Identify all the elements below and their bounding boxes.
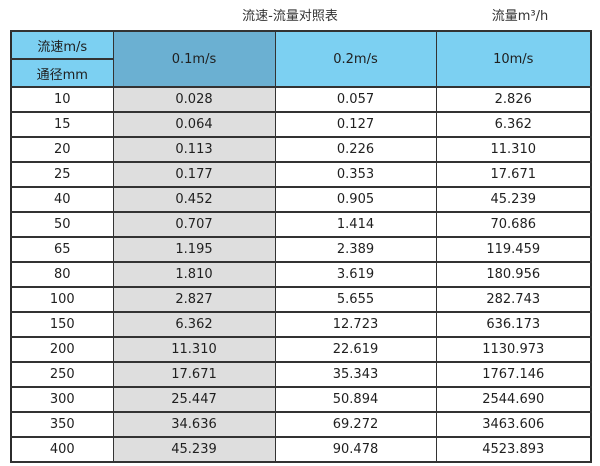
flow-value-cell: 5.655 [274, 286, 437, 313]
corner-velocity-label: 流速m/s [10, 30, 114, 60]
flow-value-cell: 22.619 [274, 336, 437, 363]
flow-value-cell: 0.353 [274, 161, 437, 188]
flow-value-cell: 2.826 [435, 86, 592, 113]
flow-value-cell: 0.064 [112, 111, 276, 138]
diameter-cell: 50 [10, 211, 114, 238]
flow-value-cell: 282.743 [435, 286, 592, 313]
diameter-cell: 65 [10, 236, 114, 263]
table-row: 200 11.310 22.619 1130.973 [10, 336, 592, 363]
flow-value-cell: 70.686 [435, 211, 592, 238]
diameter-cell: 80 [10, 261, 114, 288]
table-row: 100 2.827 5.655 282.743 [10, 286, 592, 313]
diameter-cell: 10 [10, 86, 114, 113]
diameter-cell: 250 [10, 361, 114, 388]
table-row: 350 34.636 69.272 3463.606 [10, 411, 592, 438]
flow-value-cell: 35.343 [274, 361, 437, 388]
flow-value-cell: 119.459 [435, 236, 592, 263]
flow-value-cell: 2.827 [112, 286, 276, 313]
diameter-cell: 300 [10, 386, 114, 413]
column-header-10ms: 10m/s [435, 30, 592, 88]
table-row: 65 1.195 2.389 119.459 [10, 236, 592, 263]
flow-value-cell: 45.239 [435, 186, 592, 213]
flow-value-cell: 50.894 [274, 386, 437, 413]
table-row: 300 25.447 50.894 2544.690 [10, 386, 592, 413]
header-row-bottom: 通径mm [10, 58, 591, 88]
header-row-top: 流速m/s 0.1m/s 0.2m/s 10m/s [10, 30, 592, 88]
caption-strip: 流速-流量对照表 流量m³/h [0, 0, 600, 30]
column-header-0.2ms: 0.2m/s [274, 30, 437, 88]
flow-value-cell: 1.195 [112, 236, 276, 263]
flow-value-cell: 17.671 [112, 361, 276, 388]
flow-value-cell: 69.272 [274, 411, 437, 438]
diameter-cell: 100 [10, 286, 114, 313]
table-row: 15 0.064 0.127 6.362 [10, 111, 592, 138]
table-body: 10 0.028 0.057 2.826 15 0.064 0.127 6.362 20 0.11… [10, 86, 592, 463]
table-row: 50 0.707 1.414 70.686 [10, 211, 592, 238]
flow-value-cell: 0.028 [112, 86, 276, 113]
flow-value-cell: 6.362 [435, 111, 592, 138]
table-row: 80 1.810 3.619 180.956 [10, 261, 592, 288]
flow-value-cell: 180.956 [435, 261, 592, 288]
flow-value-cell: 0.057 [274, 86, 437, 113]
diameter-cell: 40 [10, 186, 114, 213]
flow-unit-label: 流量m³/h [491, 9, 549, 24]
flow-rate-table: 流速m/s 0.1m/s 0.2m/s 10m/s 通径mm 10 0.028 0.… [10, 30, 592, 463]
table-row: 40 0.452 0.905 45.239 [10, 186, 592, 213]
flow-value-cell: 0.127 [274, 111, 437, 138]
flow-value-cell: 34.636 [112, 411, 276, 438]
flow-value-cell: 0.707 [112, 211, 276, 238]
flow-value-cell: 1.810 [112, 261, 276, 288]
flow-value-cell: 2544.690 [435, 386, 592, 413]
corner-diameter-label: 通径mm [10, 58, 114, 88]
table-header: 流速m/s 0.1m/s 0.2m/s 10m/s 通径mm [10, 30, 592, 88]
flow-value-cell: 4523.893 [435, 436, 592, 463]
column-header-0.1ms: 0.1m/s [112, 30, 276, 88]
flow-value-cell: 1130.973 [435, 336, 592, 363]
flow-value-cell: 25.447 [112, 386, 276, 413]
flow-value-cell: 3.619 [274, 261, 437, 288]
flow-value-cell: 636.173 [435, 311, 592, 338]
diameter-cell: 350 [10, 411, 114, 438]
table-row: 150 6.362 12.723 636.173 [10, 311, 592, 338]
flow-value-cell: 0.452 [112, 186, 276, 213]
flow-value-cell: 0.177 [112, 161, 276, 188]
table-row: 400 45.239 90.478 4523.893 [10, 436, 592, 463]
diameter-cell: 15 [10, 111, 114, 138]
diameter-cell: 150 [10, 311, 114, 338]
flow-value-cell: 90.478 [274, 436, 437, 463]
flow-value-cell: 2.389 [274, 236, 437, 263]
flow-value-cell: 0.226 [274, 136, 437, 163]
diameter-cell: 25 [10, 161, 114, 188]
flow-value-cell: 11.310 [112, 336, 276, 363]
table-row: 25 0.177 0.353 17.671 [10, 161, 592, 188]
table-row: 20 0.113 0.226 11.310 [10, 136, 592, 163]
diameter-cell: 200 [10, 336, 114, 363]
flow-value-cell: 3463.606 [435, 411, 592, 438]
diameter-cell: 400 [10, 436, 114, 463]
flow-value-cell: 1767.146 [435, 361, 592, 388]
flow-value-cell: 17.671 [435, 161, 592, 188]
flow-value-cell: 6.362 [112, 311, 276, 338]
flow-value-cell: 11.310 [435, 136, 592, 163]
diameter-cell: 20 [10, 136, 114, 163]
flow-value-cell: 0.113 [112, 136, 276, 163]
page-title: 流速-流量对照表 [242, 9, 338, 24]
table-row: 10 0.028 0.057 2.826 [10, 86, 592, 113]
flow-value-cell: 12.723 [274, 311, 437, 338]
flow-value-cell: 1.414 [274, 211, 437, 238]
flow-value-cell: 0.905 [274, 186, 437, 213]
table-row: 250 17.671 35.343 1767.146 [10, 361, 592, 388]
flow-value-cell: 45.239 [112, 436, 276, 463]
